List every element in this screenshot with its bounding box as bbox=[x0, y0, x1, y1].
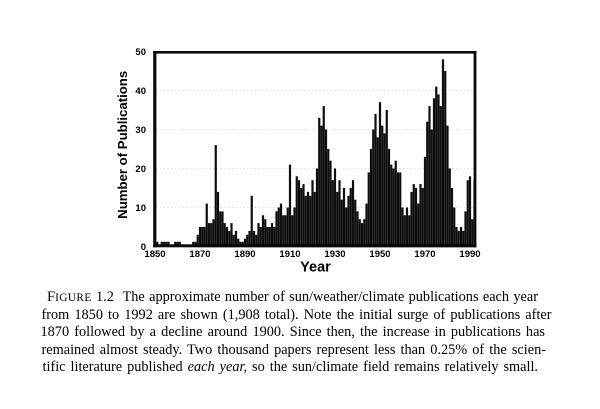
svg-text:1870: 1870 bbox=[189, 249, 210, 260]
svg-text:10: 10 bbox=[135, 203, 146, 214]
svg-text:Year: Year bbox=[300, 260, 331, 276]
svg-text:1950: 1950 bbox=[369, 249, 390, 260]
svg-text:1990: 1990 bbox=[459, 249, 480, 260]
svg-text:30: 30 bbox=[135, 125, 146, 136]
svg-text:1910: 1910 bbox=[279, 249, 300, 260]
svg-text:1930: 1930 bbox=[324, 249, 345, 260]
svg-text:1890: 1890 bbox=[234, 249, 255, 260]
svg-text:1970: 1970 bbox=[414, 249, 435, 260]
svg-text:50: 50 bbox=[135, 47, 146, 58]
svg-text:Number of Publications: Number of Publications bbox=[115, 71, 130, 219]
svg-text:1850: 1850 bbox=[144, 249, 165, 260]
svg-text:40: 40 bbox=[135, 86, 146, 97]
svg-text:20: 20 bbox=[135, 164, 146, 175]
svg-text:0: 0 bbox=[141, 242, 146, 253]
